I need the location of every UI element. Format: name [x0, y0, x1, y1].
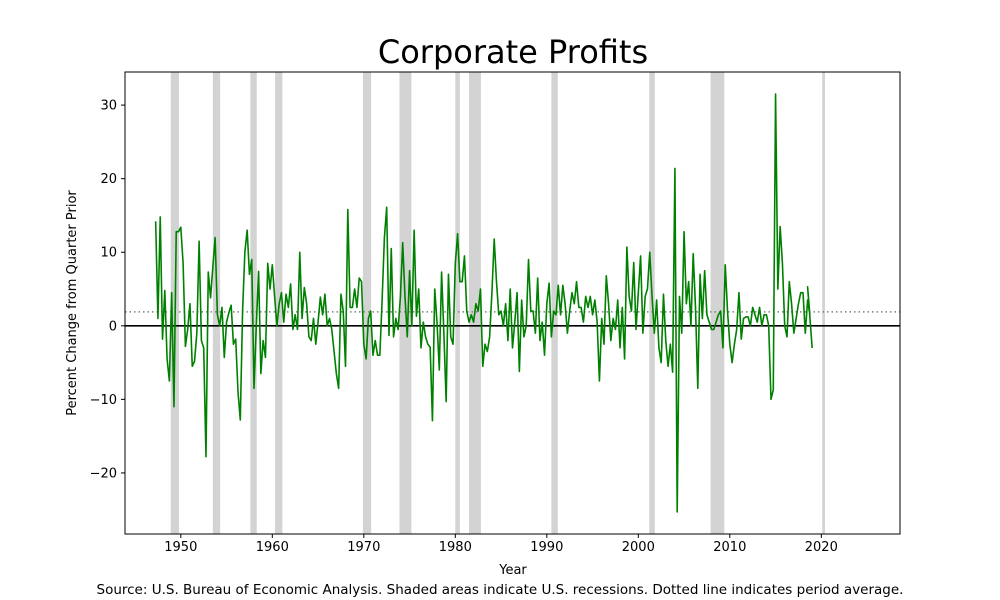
x-tick-label-2000: 2000 — [622, 540, 655, 555]
y-tick-label-20: 20 — [100, 172, 117, 187]
recession-band-7 — [455, 72, 460, 534]
x-tick-label-1950: 1950 — [164, 540, 197, 555]
x-axis-label: Year — [498, 563, 527, 578]
y-tick-label--10: −10 — [90, 393, 117, 408]
y-tick-label-10: 10 — [100, 246, 117, 261]
recession-band-5 — [362, 72, 372, 534]
x-tick-label-1960: 1960 — [256, 540, 289, 555]
y-tick-label--20: −20 — [90, 466, 117, 481]
y-tick-label-0: 0 — [109, 319, 117, 334]
recession-band-11 — [710, 72, 725, 534]
plot-area: 1950 1960 1970 1980 1990 2000 2010 2020 −20 −10 0 1… — [90, 71, 901, 555]
recession-band-12 — [822, 72, 825, 534]
x-tick-label-1970: 1970 — [347, 540, 380, 555]
x-tick-label-2020: 2020 — [805, 540, 838, 555]
x-tick-label-1980: 1980 — [439, 540, 472, 555]
recession-band-3 — [250, 72, 257, 534]
x-tick-label-2010: 2010 — [713, 540, 746, 555]
source-note: Source: U.S. Bureau of Economic Analysis… — [97, 582, 904, 598]
series-line-1 — [154, 93, 813, 513]
recession-band-9 — [551, 72, 558, 534]
y-axis-label: Percent Change from Quarter Prior — [65, 190, 80, 416]
recession-band-8 — [469, 72, 481, 534]
chart-title: Corporate Profits — [378, 33, 648, 71]
x-tick-label-1990: 1990 — [530, 540, 563, 555]
y-tick-label-30: 30 — [100, 99, 117, 114]
plot-frame — [124, 71, 901, 535]
